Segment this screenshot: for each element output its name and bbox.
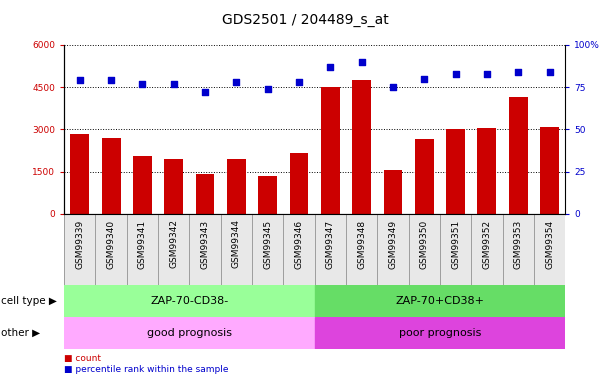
Point	[419, 76, 429, 82]
Point	[357, 59, 367, 65]
Bar	[164, 159, 183, 214]
Bar	[353, 80, 371, 214]
Text: GSM99351: GSM99351	[451, 219, 460, 269]
Text: ■ count: ■ count	[64, 354, 101, 363]
Point	[106, 78, 116, 84]
Point	[451, 70, 461, 77]
Point	[388, 84, 398, 90]
Point	[169, 81, 178, 87]
Text: GSM99354: GSM99354	[545, 219, 554, 268]
Text: GSM99347: GSM99347	[326, 219, 335, 268]
Text: GSM99352: GSM99352	[483, 219, 491, 268]
Text: GSM99348: GSM99348	[357, 219, 366, 268]
Text: GSM99346: GSM99346	[295, 219, 304, 268]
Bar	[290, 153, 309, 214]
Point	[482, 70, 492, 77]
Text: GDS2501 / 204489_s_at: GDS2501 / 204489_s_at	[222, 13, 389, 27]
Text: poor prognosis: poor prognosis	[399, 328, 481, 338]
Text: GSM99353: GSM99353	[514, 219, 522, 269]
Text: GSM99339: GSM99339	[75, 219, 84, 269]
Bar	[509, 97, 528, 214]
Bar	[321, 87, 340, 214]
Point	[263, 86, 273, 92]
Text: GSM99342: GSM99342	[169, 219, 178, 268]
Bar	[227, 159, 246, 214]
Text: GSM99343: GSM99343	[200, 219, 210, 268]
Text: GSM99350: GSM99350	[420, 219, 429, 269]
Bar	[102, 138, 120, 214]
Text: ZAP-70+CD38+: ZAP-70+CD38+	[395, 296, 485, 306]
Point	[513, 69, 523, 75]
Point	[326, 64, 335, 70]
Bar	[315, 317, 565, 349]
Point	[232, 79, 241, 85]
Point	[544, 69, 554, 75]
Bar	[64, 285, 315, 317]
Point	[200, 89, 210, 95]
Text: ■ percentile rank within the sample: ■ percentile rank within the sample	[64, 365, 229, 374]
Bar	[64, 317, 315, 349]
Bar	[315, 285, 565, 317]
Point	[294, 79, 304, 85]
Text: good prognosis: good prognosis	[147, 328, 232, 338]
Point	[75, 78, 85, 84]
Bar	[384, 170, 403, 214]
Bar	[446, 129, 465, 214]
Bar	[70, 134, 89, 214]
Point	[137, 81, 147, 87]
Text: other ▶: other ▶	[1, 328, 40, 338]
Text: GSM99345: GSM99345	[263, 219, 272, 268]
Bar	[258, 176, 277, 214]
Text: GSM99349: GSM99349	[389, 219, 397, 268]
Bar	[478, 128, 496, 214]
Text: ZAP-70-CD38-: ZAP-70-CD38-	[150, 296, 229, 306]
Text: GSM99344: GSM99344	[232, 219, 241, 268]
Bar	[133, 156, 152, 214]
Bar	[540, 127, 559, 214]
Bar	[196, 174, 214, 214]
Text: cell type ▶: cell type ▶	[1, 296, 56, 306]
Bar	[415, 139, 434, 214]
Text: GSM99340: GSM99340	[107, 219, 115, 268]
Text: GSM99341: GSM99341	[138, 219, 147, 268]
